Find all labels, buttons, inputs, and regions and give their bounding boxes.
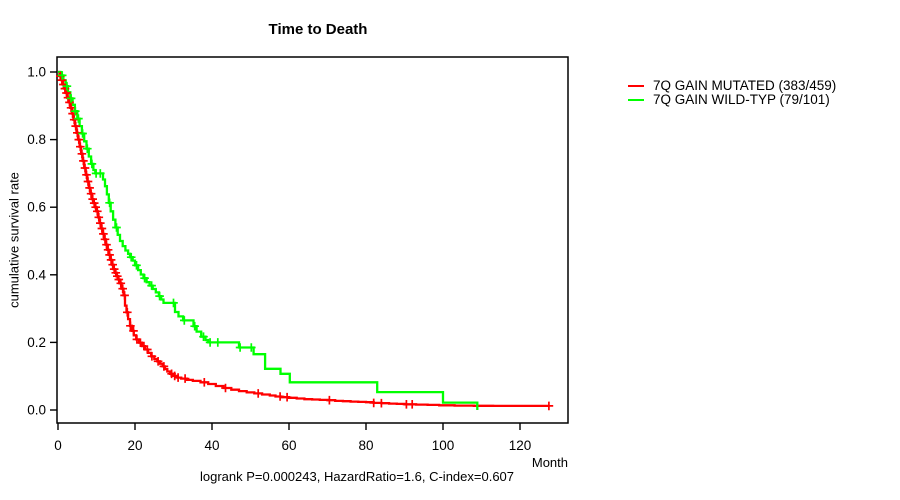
y-tick-label: 0.8 [27,132,46,147]
x-tick-label: 0 [54,438,62,453]
x-tick-label: 40 [204,438,219,453]
y-tick-label: 1.0 [27,65,46,80]
chart-title: Time to Death [268,21,368,38]
x-tick-label: 120 [509,438,532,453]
legend-item-7q-gain-mutated: 7Q GAIN MUTATED (383/459) [628,79,836,93]
x-tick-label: 60 [281,438,296,453]
km-curve-7q-gain-wild-typ [58,70,479,410]
x-tick-label: 80 [358,438,373,453]
km-curve-7q-gain-mutated [58,70,549,408]
legend-item-7q-gain-wild-typ: 7Q GAIN WILD-TYP (79/101) [628,93,836,107]
x-tick-label: 100 [432,438,455,453]
legend: 7Q GAIN MUTATED (383/459) 7Q GAIN WILD-TY… [628,79,836,107]
y-tick-label: 0.4 [27,267,46,282]
stats-footer: logrank P=0.000243, HazardRatio=1.6, C-i… [199,469,515,484]
legend-label: 7Q GAIN WILD-TYP (79/101) [653,92,830,107]
plot-border [56,56,569,424]
legend-label: 7Q GAIN MUTATED (383/459) [653,78,837,93]
y-tick-label: 0.2 [27,335,46,350]
y-tick-label: 0.0 [27,403,46,418]
x-axis-label: Month [531,455,568,470]
y-tick-label: 0.6 [27,200,46,215]
legend-swatch-7q-gain-mutated [628,84,644,88]
legend-swatch-7q-gain-wild-typ [628,98,644,102]
censor-marks-7q-gain-mutated [56,71,554,411]
censor-marks-7q-gain-wild-typ [57,71,256,352]
x-tick-label: 20 [127,438,142,453]
